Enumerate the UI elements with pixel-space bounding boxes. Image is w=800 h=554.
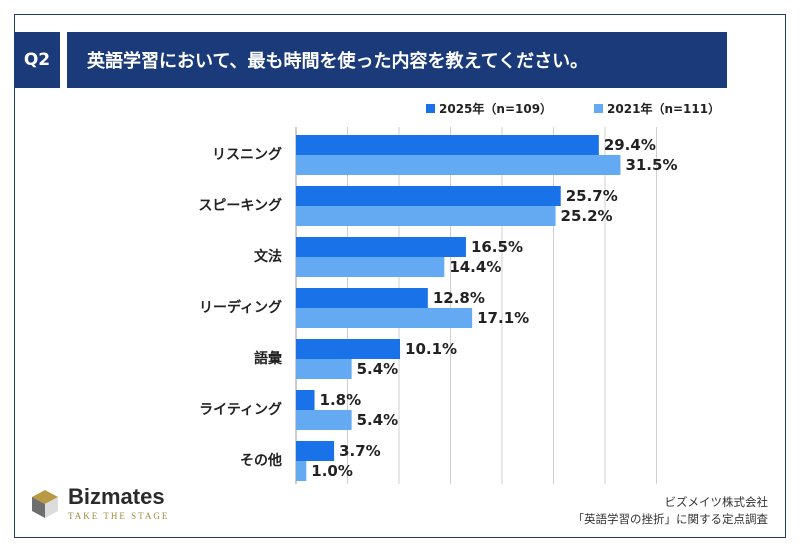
source-note: ビズメイツ株式会社 「英語学習の挫折」に関する定点調査	[573, 494, 769, 528]
data-label: 1.0%	[311, 462, 353, 480]
legend-item-2025: 2025年（n=109）	[426, 100, 552, 117]
data-label: 16.5%	[471, 238, 523, 256]
bar-2025	[296, 237, 466, 257]
source-company: ビズメイツ株式会社	[664, 495, 769, 509]
bar-2021	[296, 155, 621, 175]
cube-logo-icon	[32, 489, 58, 518]
category-label: 語彙	[254, 350, 283, 367]
data-label: 31.5%	[625, 156, 677, 174]
bar-2021	[296, 410, 352, 430]
bar-2021	[296, 308, 473, 328]
data-label: 10.1%	[405, 340, 457, 358]
bar-2025	[296, 339, 401, 359]
bar-2021	[296, 461, 307, 481]
chart-frame	[14, 14, 786, 538]
data-label: 29.4%	[604, 136, 656, 154]
source-survey: 「英語学習の挫折」に関する定点調査	[572, 512, 769, 526]
chart-legend: 2025年（n=109） 2021年（n=111）	[426, 100, 720, 117]
bar-2025	[296, 288, 428, 308]
question-badge: Q2	[14, 32, 60, 88]
question-title: 英語学習において、最も時間を使った内容を教えてください。	[67, 32, 727, 88]
data-label: 3.7%	[339, 442, 381, 460]
logo-tagline: TAKE THE STAGE	[68, 511, 170, 521]
logo-name: Bizmates	[68, 484, 165, 509]
legend-label-2025: 2025年（n=109）	[439, 102, 553, 116]
category-label: リーディング	[199, 299, 282, 316]
legend-swatch-2025	[426, 104, 435, 113]
bar-2025	[296, 390, 315, 410]
bizmates-logo: Bizmates TAKE THE STAGE	[30, 486, 169, 521]
data-label: 5.4%	[357, 360, 399, 378]
category-label: スピーキング	[198, 197, 282, 214]
data-label: 25.2%	[561, 207, 613, 225]
bar-2025	[296, 441, 335, 461]
category-label: その他	[240, 452, 282, 469]
data-label: 14.4%	[449, 258, 501, 276]
legend-item-2021: 2021年（n=111）	[594, 100, 720, 117]
category-label: リスニング	[212, 146, 282, 163]
data-label: 25.7%	[566, 187, 618, 205]
bar-2021	[296, 257, 445, 277]
data-label: 5.4%	[357, 411, 399, 429]
bar-2021	[296, 359, 352, 379]
bar-2025	[296, 135, 599, 155]
data-label: 17.1%	[477, 309, 529, 327]
category-label: ライティング	[199, 401, 282, 418]
legend-swatch-2021	[594, 104, 604, 113]
category-label: 文法	[254, 248, 282, 265]
bar-2025	[296, 186, 561, 206]
bar-2021	[296, 206, 556, 226]
data-label: 1.8%	[320, 391, 362, 409]
data-label: 12.8%	[433, 289, 485, 307]
legend-label-2021: 2021年（n=111）	[607, 102, 721, 116]
